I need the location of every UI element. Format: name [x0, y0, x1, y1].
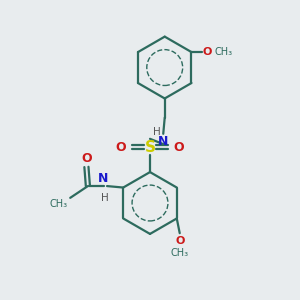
Text: S: S	[145, 140, 155, 154]
Text: CH₃: CH₃	[50, 199, 68, 209]
Text: O: O	[202, 47, 212, 57]
Text: H: H	[101, 193, 109, 202]
Text: CH₃: CH₃	[171, 248, 189, 258]
Text: H: H	[153, 127, 160, 137]
Text: O: O	[116, 141, 126, 154]
Text: N: N	[98, 172, 109, 184]
Text: O: O	[81, 152, 92, 165]
Text: O: O	[175, 236, 184, 245]
Text: N: N	[158, 135, 168, 148]
Text: CH₃: CH₃	[214, 47, 232, 57]
Text: O: O	[174, 141, 184, 154]
